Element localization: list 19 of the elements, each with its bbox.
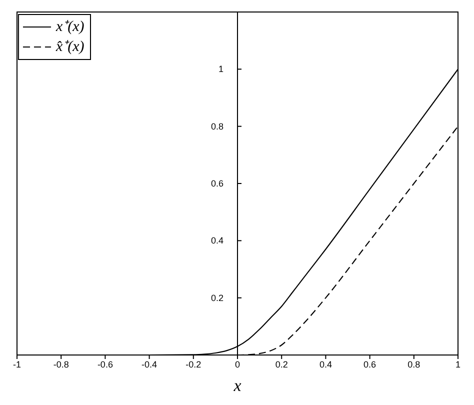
x-tick-label: 0 [234, 359, 240, 370]
y-tick-label: 1 [218, 64, 224, 74]
x-tick-label: -0.6 [97, 359, 113, 370]
y-tick-label: 0.8 [210, 121, 224, 132]
legend-label: x⁺(x) [56, 18, 84, 37]
x-tick-label: 0.4 [319, 359, 332, 370]
x-tick-label: -1 [12, 359, 22, 370]
x-tick-label: -0.4 [142, 359, 158, 370]
x-tick-label: 0.8 [408, 359, 420, 370]
y-tick-label: 0.2 [210, 292, 224, 303]
x-tick-label: -0.8 [53, 359, 69, 370]
x-tick-label: -0.2 [186, 359, 202, 370]
x-tick-label: 0.6 [364, 359, 376, 370]
x-tick-label: 0.2 [275, 359, 288, 370]
x-tick-label: 1 [455, 359, 461, 370]
y-tick-label: 0.4 [210, 236, 224, 246]
x-axis-title: x [232, 376, 242, 395]
legend-label: x̂⁺(x) [56, 38, 84, 57]
y-tick-label: 0.6 [210, 178, 224, 188]
